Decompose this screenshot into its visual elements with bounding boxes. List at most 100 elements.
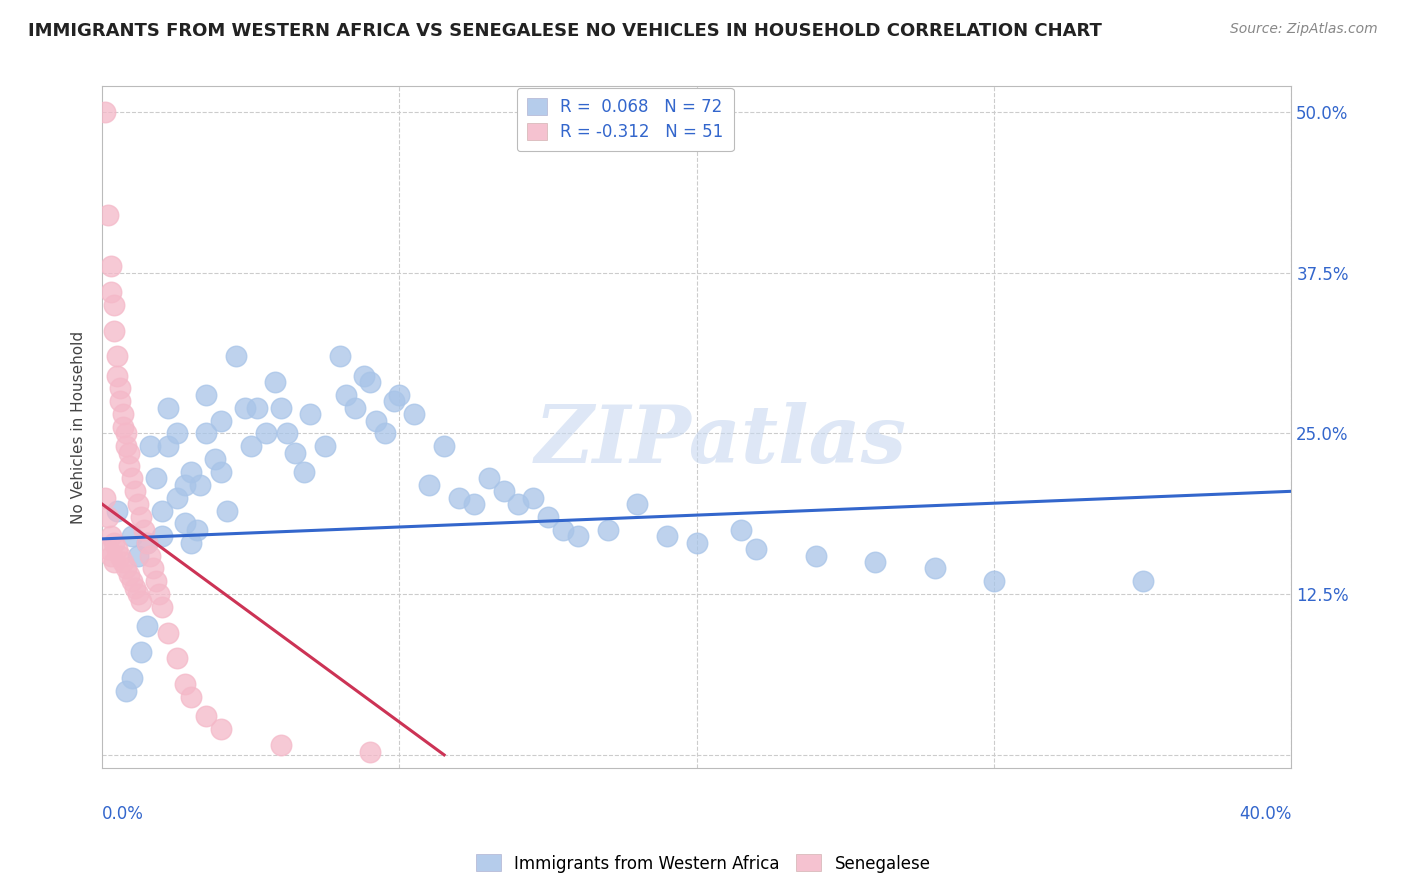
Point	[135, 619, 157, 633]
Point	[150, 600, 173, 615]
Point	[148, 587, 170, 601]
Point	[492, 484, 515, 499]
Point	[108, 381, 131, 395]
Point	[103, 324, 125, 338]
Point	[188, 478, 211, 492]
Point	[118, 567, 141, 582]
Point	[730, 523, 752, 537]
Point	[551, 523, 574, 537]
Point	[97, 208, 120, 222]
Point	[217, 503, 239, 517]
Point	[626, 497, 648, 511]
Point	[121, 471, 143, 485]
Point	[127, 587, 149, 601]
Point	[522, 491, 544, 505]
Legend: Immigrants from Western Africa, Senegalese: Immigrants from Western Africa, Senegale…	[470, 847, 936, 880]
Point	[145, 574, 167, 589]
Point	[150, 529, 173, 543]
Point	[186, 523, 208, 537]
Point	[115, 426, 138, 441]
Point	[129, 593, 152, 607]
Point	[209, 414, 232, 428]
Text: Source: ZipAtlas.com: Source: ZipAtlas.com	[1230, 22, 1378, 37]
Point	[1132, 574, 1154, 589]
Point	[108, 394, 131, 409]
Point	[596, 523, 619, 537]
Point	[924, 561, 946, 575]
Point	[115, 561, 138, 575]
Point	[299, 407, 322, 421]
Point	[246, 401, 269, 415]
Point	[225, 349, 247, 363]
Point	[418, 478, 440, 492]
Point	[135, 535, 157, 549]
Point	[129, 645, 152, 659]
Point	[284, 446, 307, 460]
Point	[111, 555, 134, 569]
Point	[142, 561, 165, 575]
Point	[478, 471, 501, 485]
Point	[388, 388, 411, 402]
Legend: R =  0.068   N = 72, R = -0.312   N = 51: R = 0.068 N = 72, R = -0.312 N = 51	[517, 88, 734, 151]
Point	[270, 401, 292, 415]
Point	[174, 677, 197, 691]
Point	[343, 401, 366, 415]
Point	[115, 439, 138, 453]
Point	[156, 439, 179, 453]
Point	[111, 420, 134, 434]
Point	[655, 529, 678, 543]
Point	[121, 574, 143, 589]
Point	[103, 535, 125, 549]
Point	[166, 651, 188, 665]
Point	[121, 529, 143, 543]
Point	[129, 510, 152, 524]
Point	[127, 497, 149, 511]
Text: 0.0%: 0.0%	[103, 805, 143, 823]
Point	[166, 491, 188, 505]
Point	[145, 471, 167, 485]
Point	[94, 491, 117, 505]
Point	[263, 375, 285, 389]
Point	[105, 349, 128, 363]
Point	[105, 503, 128, 517]
Point	[359, 745, 381, 759]
Text: 40.0%: 40.0%	[1239, 805, 1291, 823]
Point	[239, 439, 262, 453]
Point	[404, 407, 426, 421]
Point	[353, 368, 375, 383]
Point	[105, 542, 128, 557]
Point	[180, 535, 202, 549]
Point	[100, 529, 122, 543]
Point	[364, 414, 387, 428]
Point	[132, 523, 155, 537]
Point	[983, 574, 1005, 589]
Point	[118, 446, 141, 460]
Point	[254, 426, 277, 441]
Point	[180, 465, 202, 479]
Point	[118, 458, 141, 473]
Point	[209, 722, 232, 736]
Point	[156, 625, 179, 640]
Point	[567, 529, 589, 543]
Point	[174, 478, 197, 492]
Point	[195, 388, 218, 402]
Point	[139, 549, 162, 563]
Point	[124, 484, 146, 499]
Point	[121, 671, 143, 685]
Text: IMMIGRANTS FROM WESTERN AFRICA VS SENEGALESE NO VEHICLES IN HOUSEHOLD CORRELATIO: IMMIGRANTS FROM WESTERN AFRICA VS SENEGA…	[28, 22, 1102, 40]
Point	[270, 738, 292, 752]
Point	[94, 105, 117, 120]
Point	[537, 510, 560, 524]
Point	[97, 510, 120, 524]
Point	[804, 549, 827, 563]
Point	[209, 465, 232, 479]
Point	[139, 439, 162, 453]
Point	[135, 535, 157, 549]
Point	[292, 465, 315, 479]
Point	[447, 491, 470, 505]
Point	[745, 542, 768, 557]
Point	[103, 555, 125, 569]
Point	[508, 497, 530, 511]
Point	[359, 375, 381, 389]
Point	[374, 426, 396, 441]
